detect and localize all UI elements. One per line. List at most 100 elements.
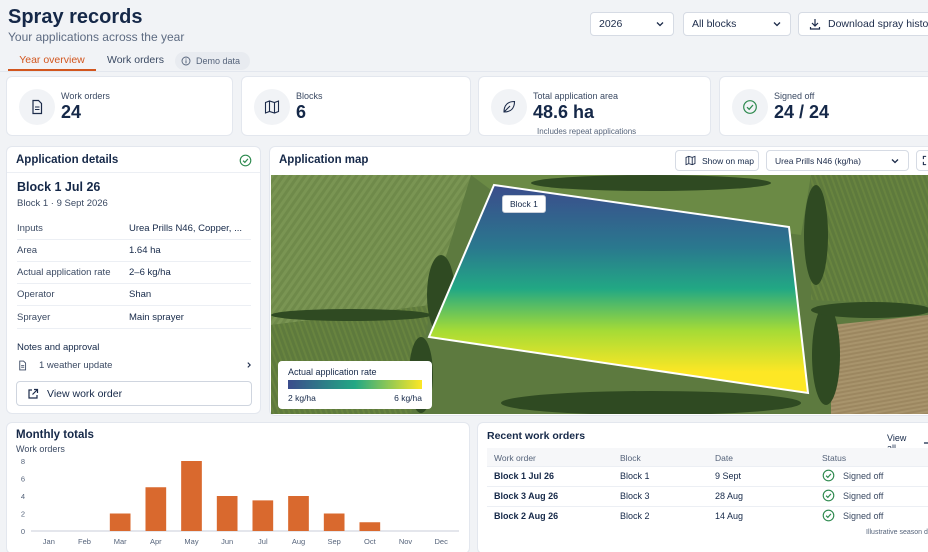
kpi-label: Total application area (533, 91, 619, 101)
detail-row-sprayer: Sprayer Main sprayer (17, 307, 251, 329)
detail-key: Area (17, 245, 38, 256)
product-select-value: Urea Prills N46 (kg/ha) (775, 155, 861, 166)
blocks-select[interactable]: All blocks (683, 12, 791, 36)
x-tick-label: Jan (43, 537, 55, 546)
bar-jun[interactable] (216, 496, 238, 531)
check-circle-icon (822, 489, 835, 502)
monthly-bar-chart: 0 2 4 6 8 Jan Feb Mar Apr May Jun Jul Aug Sep Oct Nov De… (21, 457, 459, 546)
x-tick-label: Feb (78, 537, 91, 546)
monthly-ylabel: Work orders (16, 444, 65, 454)
field-parcel (811, 175, 928, 305)
check-circle-icon (822, 469, 835, 482)
arrow-right-icon (924, 442, 928, 444)
kpi-signed-off: Signed off 24 / 24 (719, 76, 928, 136)
x-tick-label: Dec (434, 537, 448, 546)
x-tick-label: Aug (292, 537, 305, 546)
tab-work-orders[interactable]: Work orders (107, 54, 164, 66)
y-tick-label: 6 (21, 475, 25, 484)
chevron-down-icon (891, 158, 899, 163)
bar-sep[interactable] (323, 513, 345, 532)
detail-value: Shan (129, 289, 152, 300)
monthly-title: Monthly totals (16, 429, 94, 441)
chevron-down-icon (656, 22, 664, 27)
notes-weather-item[interactable]: 1 weather update (17, 356, 253, 374)
tab-year-overview[interactable]: Year overview (19, 54, 85, 66)
demo-badge-label: Demo data (196, 56, 241, 66)
bar-jul[interactable] (252, 500, 274, 531)
kpi-value: 24 / 24 (774, 102, 830, 122)
chevron-right-icon (247, 362, 251, 368)
download-icon (809, 19, 821, 30)
monthly-totals-card: Monthly totals Work orders 0 2 4 6 8 Jan Feb Ma… (6, 422, 470, 552)
document-icon (19, 89, 55, 125)
row-work-order[interactable]: Block 2 Aug 26 (494, 511, 559, 521)
kpi-label: Work orders (61, 91, 110, 101)
x-tick-label: Jul (258, 537, 268, 546)
kpi-label: Blocks (296, 91, 323, 101)
download-button[interactable]: Download spray histor (798, 12, 928, 36)
x-tick-label: Sep (327, 537, 340, 546)
detail-row-area: Area 1.64 ha (17, 240, 251, 262)
show-on-map-button[interactable]: Show on map (675, 150, 759, 171)
product-select[interactable]: Urea Prills N46 (kg/ha) (766, 150, 909, 171)
year-select[interactable]: 2026 (590, 12, 674, 36)
y-tick-label: 4 (21, 492, 25, 501)
row-work-order[interactable]: Block 1 Jul 26 (494, 471, 555, 481)
field-parcel (271, 175, 471, 325)
bar-aug[interactable] (288, 496, 309, 531)
kpi-blocks: Blocks 6 (241, 76, 471, 136)
detail-key: Sprayer (17, 312, 51, 323)
kpi-value: 24 (61, 102, 82, 122)
notes-title: Notes and approval (17, 342, 100, 353)
map-legend: Actual application rate 2 kg/ha 6 kg/ha (278, 361, 432, 409)
check-circle-icon (822, 509, 835, 522)
block-subtitle: Block 1 · 9 Sept 2026 (17, 198, 108, 209)
row-status: Signed off (843, 491, 884, 501)
detail-key: Actual application rate (17, 267, 111, 278)
application-details-card: Application details Block 1 Jul 26 Block… (6, 146, 261, 414)
row-block: Block 2 (620, 511, 650, 521)
row-date: 9 Sept (715, 471, 742, 481)
detail-row-rate: Actual application rate 2–6 kg/ha (17, 262, 251, 284)
expand-map-button[interactable] (916, 150, 928, 171)
detail-key: Inputs (17, 223, 43, 234)
view-work-order-button[interactable]: View work order (16, 381, 252, 406)
row-work-order[interactable]: Block 3 Aug 26 (494, 491, 559, 501)
detail-value: Urea Prills N46, Copper, ... (129, 223, 242, 234)
legend-max: 6 kg/ha (394, 393, 422, 403)
x-tick-label: Apr (150, 537, 162, 546)
legend-title: Actual application rate (288, 367, 377, 377)
bar-apr[interactable] (145, 487, 167, 531)
y-tick-label: 2 (21, 510, 25, 519)
table-header-bg (487, 448, 928, 466)
col-date: Date (715, 453, 733, 463)
field-parcel (831, 315, 928, 414)
row-block: Block 3 (620, 491, 650, 501)
download-label: Download spray histor (828, 18, 928, 30)
page-title: Spray records (8, 6, 143, 28)
active-tab-indicator (8, 69, 96, 71)
divider (487, 506, 928, 507)
external-link-icon (28, 388, 39, 399)
tabs-divider (0, 71, 928, 72)
x-tick-label: Jun (221, 537, 233, 546)
details-title: Application details (16, 154, 119, 166)
x-tick-label: Nov (399, 537, 413, 546)
detail-value: Main sprayer (129, 312, 184, 323)
bar-oct[interactable] (359, 522, 381, 531)
block-1-application-overlay[interactable] (427, 183, 810, 395)
bar-may[interactable] (181, 461, 202, 531)
x-tick-label: Mar (114, 537, 127, 546)
divider (487, 466, 928, 467)
row-status: Signed off (843, 471, 884, 481)
block-label[interactable]: Block 1 (502, 195, 546, 213)
info-icon (181, 56, 191, 66)
detail-value: 1.64 ha (129, 245, 161, 256)
bar-mar[interactable] (109, 513, 131, 532)
kpi-value: 6 (296, 102, 307, 122)
row-date: 14 Aug (715, 511, 744, 521)
map-view[interactable]: Block 1 Actual application rate 2 kg/ha … (271, 175, 928, 414)
year-select-value: 2026 (599, 18, 623, 30)
x-tick-label: Oct (364, 537, 377, 546)
block-title: Block 1 Jul 26 (17, 180, 101, 194)
